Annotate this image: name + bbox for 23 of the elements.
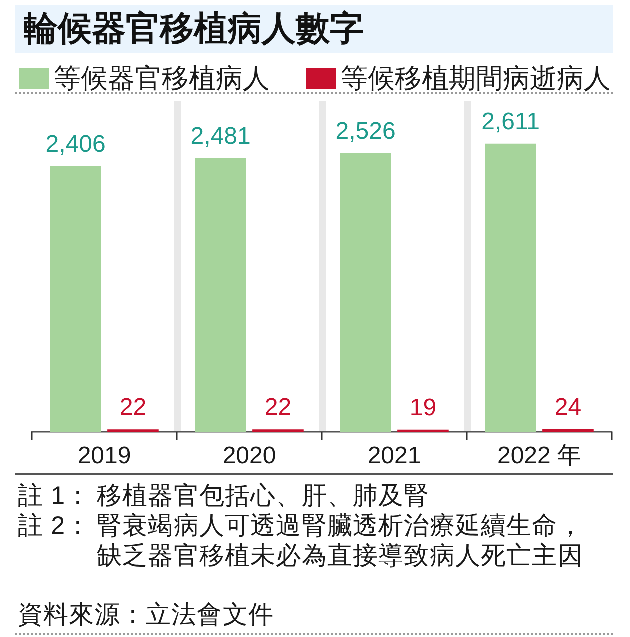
bar — [340, 153, 392, 432]
x-tick-label: 2021 — [368, 442, 422, 470]
bar — [542, 429, 594, 432]
data-label: 2,406 — [46, 131, 106, 158]
data-label: 24 — [554, 394, 582, 421]
data-label: 22 — [120, 394, 147, 422]
x-tick-label: 2022 年 — [497, 442, 582, 470]
x-tick-label: 2019 — [78, 442, 132, 470]
chart-title: 輪候器官移植病人數字 — [24, 10, 364, 48]
legend-label: 等候移植期間病逝病人 — [341, 64, 611, 94]
data-label: 19 — [410, 394, 437, 422]
bar — [195, 158, 246, 432]
data-label: 2,526 — [336, 118, 396, 145]
x-tick-label: 2020 — [222, 442, 276, 470]
text: 註 1：移植器官包括心、肝、肺及腎 — [18, 481, 430, 511]
source-note: 資料來源：立法會文件 — [18, 600, 274, 630]
text: 註 2：腎衰竭病人可透過腎臟透析治療延續生命，缺乏器官移植未必為直接導致病人死亡主因 — [18, 511, 584, 571]
data-label: 2,611 — [482, 108, 540, 136]
data-label: 22 — [264, 394, 292, 422]
bar — [485, 144, 536, 432]
legend-label: 等候器官移植病人 — [54, 64, 270, 94]
bar — [50, 166, 102, 432]
data-label: 2,481 — [190, 122, 251, 150]
